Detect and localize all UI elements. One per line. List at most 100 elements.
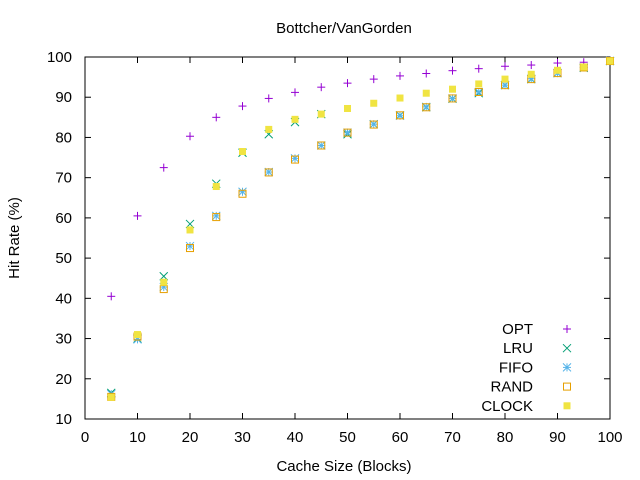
rand-point bbox=[264, 168, 273, 177]
y-tick-label: 70 bbox=[55, 170, 72, 187]
clock-point bbox=[160, 278, 168, 286]
x-tick-label: 40 bbox=[287, 429, 304, 446]
x-tick-label: 30 bbox=[234, 429, 251, 446]
rand-point bbox=[396, 111, 404, 120]
opt-point bbox=[474, 64, 483, 73]
rand-point bbox=[291, 155, 299, 164]
opt-point bbox=[396, 71, 404, 80]
fifo-point bbox=[238, 187, 247, 197]
y-tick-label: 80 bbox=[55, 129, 72, 146]
clock-point bbox=[501, 75, 509, 83]
y-axis: 10 20 30 40 50 60 70 80 90 100 bbox=[47, 49, 610, 428]
y-tick-label: 10 bbox=[55, 411, 72, 428]
opt-point bbox=[369, 75, 378, 84]
y-tick-label: 100 bbox=[47, 49, 72, 66]
fifo-point bbox=[290, 154, 300, 163]
legend-marker-lru bbox=[562, 343, 572, 353]
clock-point bbox=[134, 331, 141, 339]
clock-point bbox=[265, 125, 273, 133]
rand-point bbox=[422, 103, 431, 112]
fifo-point bbox=[448, 94, 457, 103]
opt-point bbox=[553, 59, 562, 68]
clock-point bbox=[396, 94, 404, 102]
legend-label-opt: OPT bbox=[502, 321, 533, 338]
y-tick-label: 60 bbox=[55, 210, 72, 227]
x-tick-label: 20 bbox=[182, 429, 199, 446]
opt-point bbox=[186, 132, 194, 141]
legend-label-clock: CLOCK bbox=[481, 398, 533, 415]
x-tick-label: 80 bbox=[497, 429, 514, 446]
opt-point bbox=[107, 292, 116, 301]
clock-point bbox=[422, 89, 430, 97]
legend-marker-fifo bbox=[562, 363, 572, 372]
clock-point bbox=[449, 85, 456, 93]
clock-point bbox=[317, 110, 325, 118]
clock-point bbox=[344, 104, 351, 112]
data-points bbox=[106, 56, 615, 401]
rand-point bbox=[186, 244, 194, 253]
clock-point bbox=[475, 80, 483, 88]
x-axis: 0 10 20 30 40 50 60 70 80 90 100 bbox=[81, 57, 623, 446]
clock-point bbox=[291, 115, 299, 123]
clock-point bbox=[527, 70, 535, 78]
rand-point bbox=[317, 141, 326, 150]
y-tick-label: 20 bbox=[55, 371, 72, 388]
series-fifo bbox=[106, 56, 615, 399]
fifo-point bbox=[343, 128, 352, 137]
fifo-point bbox=[474, 87, 484, 97]
series-rand bbox=[107, 57, 614, 401]
y-tick-label: 30 bbox=[55, 331, 72, 348]
clock-point bbox=[186, 226, 194, 234]
legend-label-fifo: FIFO bbox=[499, 359, 533, 376]
legend-label-rand: RAND bbox=[490, 379, 533, 396]
rand-point bbox=[212, 213, 221, 222]
rand-point bbox=[238, 189, 247, 198]
x-tick-label: 50 bbox=[339, 429, 356, 446]
x-tick-label: 90 bbox=[549, 429, 566, 446]
legend-marker-opt bbox=[563, 325, 571, 333]
clock-point bbox=[606, 57, 614, 65]
y-tick-label: 40 bbox=[55, 290, 72, 307]
fifo-point bbox=[185, 241, 195, 251]
opt-point bbox=[133, 211, 142, 220]
opt-point bbox=[343, 79, 352, 88]
x-axis-label: Cache Size (Blocks) bbox=[276, 458, 411, 475]
legend: OPT LRU FIFO RAND CLOCK bbox=[481, 321, 572, 415]
x-tick-label: 60 bbox=[392, 429, 409, 446]
legend-marker-clock bbox=[563, 402, 571, 410]
clock-point bbox=[239, 148, 246, 156]
clock-point bbox=[554, 66, 561, 74]
opt-point bbox=[291, 88, 299, 97]
opt-point bbox=[238, 102, 247, 111]
opt-point bbox=[501, 62, 509, 71]
clock-point bbox=[580, 63, 588, 71]
x-tick-label: 0 bbox=[81, 429, 89, 446]
clock-point bbox=[107, 393, 115, 401]
series-opt bbox=[107, 57, 614, 301]
series-clock bbox=[107, 57, 614, 401]
rand-point bbox=[343, 128, 352, 137]
opt-point bbox=[264, 94, 273, 103]
opt-point bbox=[159, 163, 168, 172]
opt-point bbox=[422, 69, 431, 78]
legend-label-lru: LRU bbox=[503, 340, 533, 357]
rand-point bbox=[369, 120, 378, 129]
x-tick-label: 100 bbox=[597, 429, 622, 446]
rand-point bbox=[448, 94, 457, 103]
y-tick-label: 50 bbox=[55, 250, 72, 267]
legend-marker-rand bbox=[563, 382, 571, 391]
rand-point bbox=[474, 87, 483, 96]
fifo-point bbox=[211, 211, 221, 221]
fifo-point bbox=[316, 141, 326, 150]
opt-point bbox=[448, 66, 457, 75]
opt-point bbox=[212, 113, 221, 122]
chart-title: Bottcher/VanGorden bbox=[276, 20, 412, 37]
opt-point bbox=[317, 83, 326, 92]
clock-point bbox=[212, 183, 220, 191]
opt-point bbox=[527, 61, 536, 70]
series-lru bbox=[106, 56, 615, 398]
y-tick-label: 90 bbox=[55, 89, 72, 106]
x-tick-label: 70 bbox=[444, 429, 461, 446]
y-axis-label: Hit Rate (%) bbox=[6, 197, 23, 279]
